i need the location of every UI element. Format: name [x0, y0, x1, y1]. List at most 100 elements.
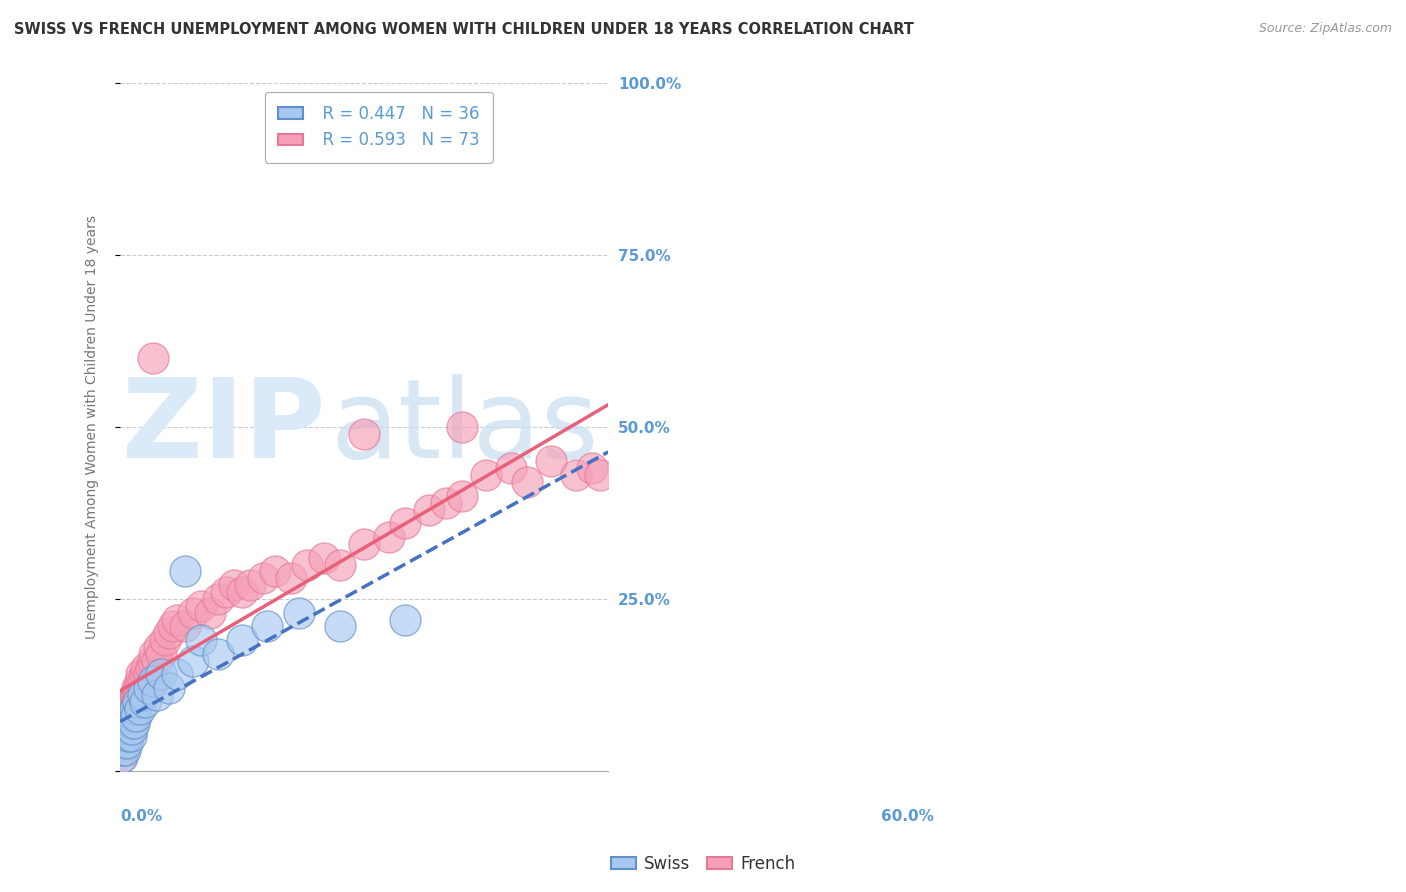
Point — [540, 454, 562, 468]
Point — [256, 619, 278, 633]
Text: Source: ZipAtlas.com: Source: ZipAtlas.com — [1258, 22, 1392, 36]
Point — [124, 702, 146, 716]
Point — [115, 736, 138, 750]
Point — [115, 715, 138, 730]
Point — [231, 633, 253, 648]
Point — [112, 743, 135, 757]
Point — [110, 750, 132, 764]
Point — [153, 633, 176, 648]
Point — [127, 688, 149, 702]
Text: ZIP: ZIP — [122, 374, 325, 481]
Point — [499, 461, 522, 475]
Point — [174, 619, 197, 633]
Point — [117, 729, 139, 743]
Point — [122, 715, 145, 730]
Point — [239, 578, 262, 592]
Point — [128, 681, 150, 696]
Point — [174, 565, 197, 579]
Point — [111, 743, 134, 757]
Point — [129, 674, 152, 689]
Point — [121, 708, 143, 723]
Point — [120, 729, 142, 743]
Legend:   R = 0.447   N = 36,   R = 0.593   N = 73: R = 0.447 N = 36, R = 0.593 N = 73 — [266, 92, 492, 162]
Point — [125, 708, 148, 723]
Point — [111, 750, 134, 764]
Point — [148, 640, 170, 654]
Point — [353, 537, 375, 551]
Point — [134, 695, 156, 709]
Point — [117, 723, 139, 737]
Point — [394, 613, 416, 627]
Point — [118, 715, 141, 730]
Point — [565, 468, 588, 483]
Text: SWISS VS FRENCH UNEMPLOYMENT AMONG WOMEN WITH CHILDREN UNDER 18 YEARS CORRELATIO: SWISS VS FRENCH UNEMPLOYMENT AMONG WOMEN… — [14, 22, 914, 37]
Point — [114, 729, 136, 743]
Point — [134, 667, 156, 681]
Point — [121, 715, 143, 730]
Point — [122, 702, 145, 716]
Point — [132, 688, 155, 702]
Point — [166, 613, 188, 627]
Point — [114, 743, 136, 757]
Point — [198, 606, 221, 620]
Point — [252, 571, 274, 585]
Point — [581, 461, 603, 475]
Point — [190, 599, 212, 613]
Point — [190, 633, 212, 648]
Point — [353, 426, 375, 441]
Point — [127, 695, 149, 709]
Point — [129, 702, 152, 716]
Point — [138, 681, 160, 696]
Point — [127, 681, 149, 696]
Point — [138, 667, 160, 681]
Point — [139, 660, 162, 674]
Point — [112, 729, 135, 743]
Point — [114, 723, 136, 737]
Point — [129, 667, 152, 681]
Point — [121, 723, 143, 737]
Point — [143, 647, 166, 661]
Point — [280, 571, 302, 585]
Point — [118, 715, 141, 730]
Point — [222, 578, 245, 592]
Point — [142, 351, 165, 366]
Point — [145, 654, 167, 668]
Legend: Swiss, French: Swiss, French — [605, 848, 801, 880]
Point — [394, 516, 416, 531]
Point — [124, 695, 146, 709]
Point — [329, 619, 352, 633]
Point — [118, 723, 141, 737]
Point — [231, 585, 253, 599]
Point — [142, 654, 165, 668]
Y-axis label: Unemployment Among Women with Children Under 18 years: Unemployment Among Women with Children U… — [86, 215, 100, 639]
Point — [122, 695, 145, 709]
Point — [121, 702, 143, 716]
Point — [183, 606, 205, 620]
Point — [111, 736, 134, 750]
Point — [263, 565, 285, 579]
Text: 0.0%: 0.0% — [120, 808, 162, 823]
Point — [157, 681, 180, 696]
Text: atlas: atlas — [330, 374, 599, 481]
Point — [297, 558, 319, 572]
Point — [162, 619, 184, 633]
Point — [329, 558, 352, 572]
Point — [117, 708, 139, 723]
Point — [117, 715, 139, 730]
Point — [434, 496, 457, 510]
Point — [117, 723, 139, 737]
Point — [135, 660, 157, 674]
Point — [475, 468, 498, 483]
Point — [112, 736, 135, 750]
Point — [122, 708, 145, 723]
Point — [418, 502, 440, 516]
Point — [589, 468, 612, 483]
Point — [516, 475, 538, 489]
Point — [207, 591, 229, 606]
Point — [377, 530, 399, 544]
Point — [112, 736, 135, 750]
Point — [207, 647, 229, 661]
Point — [125, 688, 148, 702]
Point — [215, 585, 238, 599]
Point — [132, 674, 155, 689]
